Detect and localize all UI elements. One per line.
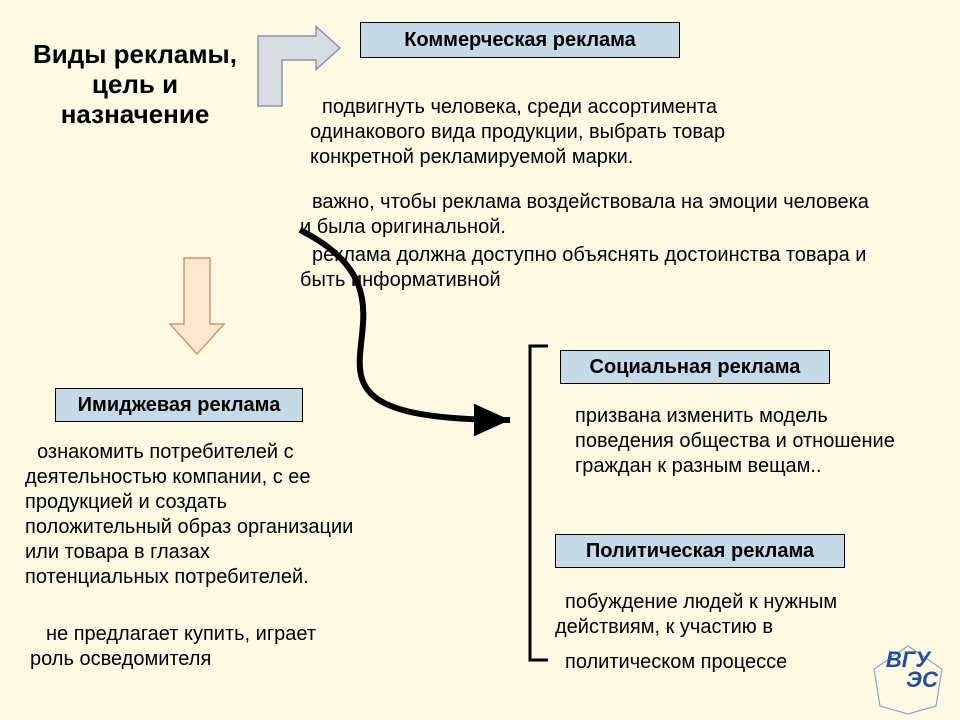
logo: ВГУЭС — [866, 650, 950, 690]
text-image_desc2: не предлагает купить, играет роль осведо… — [30, 622, 350, 672]
box-social: Социальная реклама — [560, 350, 830, 384]
arrow-down — [170, 258, 224, 354]
text-image_desc1: ознакомить потребителей с деятельностью … — [25, 440, 355, 590]
text-commercial_note2: реклама должна доступно объяснять достои… — [300, 243, 870, 293]
text-commercial_desc: подвигнуть человека, среди ассортимента … — [310, 95, 810, 170]
box-political: Политическая реклама — [555, 534, 845, 568]
box-commercial: Коммерческая реклама — [360, 22, 680, 58]
logo-text-bottom: ЭС — [894, 670, 950, 690]
text-social_desc: призвана изменить модель поведения общес… — [575, 404, 895, 479]
box-image: Имиджевая реклама — [55, 388, 303, 422]
text-political_desc2: политическом процессе — [565, 650, 905, 675]
curve-arrow-head — [474, 404, 510, 436]
main-title: Виды рекламы, цель и назначение — [25, 40, 245, 130]
text-commercial_note1: важно, чтобы реклама воздействовала на э… — [300, 190, 870, 240]
text-political_desc: побуждение людей к нужным действиям, к у… — [555, 590, 895, 640]
bracket — [530, 346, 548, 660]
